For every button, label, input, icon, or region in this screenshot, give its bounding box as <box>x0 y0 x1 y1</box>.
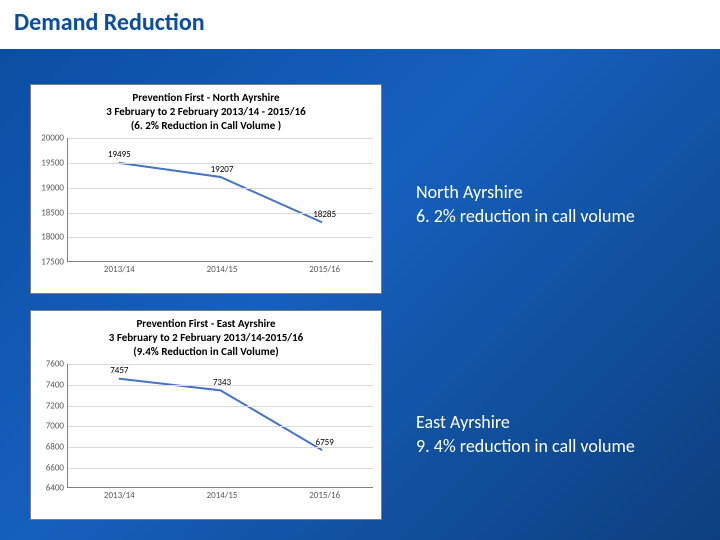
y-tick-label: 18000 <box>34 232 64 243</box>
y-tick-label: 6800 <box>34 441 64 452</box>
x-tick-label: 2015/16 <box>309 264 340 275</box>
chart-east-title-l2: 3 February to 2 February 2013/14-2015/16 <box>109 331 303 344</box>
chart-east-plot: 64006600680070007200740076002013/142014/… <box>67 364 373 488</box>
gridline <box>68 188 373 189</box>
y-tick-label: 18500 <box>34 207 64 218</box>
caption-north-l2: 6. 2% reduction in call volume <box>416 205 635 227</box>
gridline <box>68 406 373 407</box>
gridline <box>68 237 373 238</box>
chart-north-plot: 1750018000185001900019500200002013/14201… <box>67 138 373 262</box>
chart-north-title-l2: 3 February to 2 February 2013/14 - 2015/… <box>106 105 305 118</box>
chart-north: Prevention First - North Ayrshire 3 Febr… <box>30 84 382 294</box>
chart-north-title-l3: (6. 2% Reduction in Call Volume ) <box>131 119 281 132</box>
page-title: Demand Reduction <box>14 10 706 35</box>
chart-east-title: Prevention First - East Ayrshire 3 Febru… <box>31 311 381 358</box>
y-tick-label: 17500 <box>34 257 64 268</box>
x-tick-label: 2014/15 <box>207 264 238 275</box>
chart-east: Prevention First - East Ayrshire 3 Febru… <box>30 310 382 520</box>
y-tick-label: 19500 <box>34 158 64 169</box>
data-label: 19207 <box>211 164 234 175</box>
x-tick-label: 2015/16 <box>309 490 340 501</box>
caption-east: East Ayrshire 9. 4% reduction in call vo… <box>416 410 635 459</box>
x-tick-label: 2013/14 <box>104 490 135 501</box>
x-tick-label: 2014/15 <box>207 490 238 501</box>
chart-east-title-l3: (9.4% Reduction in Call Volume) <box>133 345 278 358</box>
y-tick-label: 7000 <box>34 421 64 432</box>
gridline <box>68 138 373 139</box>
x-tick-label: 2013/14 <box>104 264 135 275</box>
y-tick-label: 6400 <box>34 483 64 494</box>
caption-north: North Ayrshire 6. 2% reduction in call v… <box>416 180 635 229</box>
caption-east-l2: 9. 4% reduction in call volume <box>416 435 635 457</box>
y-tick-label: 7600 <box>34 359 64 370</box>
data-label: 7457 <box>110 365 128 376</box>
data-label: 19495 <box>108 149 131 160</box>
chart-north-title: Prevention First - North Ayrshire 3 Febr… <box>31 85 381 132</box>
caption-east-l1: East Ayrshire <box>416 411 510 433</box>
y-tick-label: 19000 <box>34 182 64 193</box>
y-tick-label: 20000 <box>34 133 64 144</box>
slide-root: Demand Reduction Prevention First - Nort… <box>0 0 720 540</box>
caption-north-l1: North Ayrshire <box>416 181 523 203</box>
y-tick-label: 6600 <box>34 462 64 473</box>
y-tick-label: 7400 <box>34 379 64 390</box>
gridline <box>68 468 373 469</box>
header-bar: Demand Reduction <box>0 0 720 49</box>
data-label: 6759 <box>316 437 334 448</box>
gridline <box>68 426 373 427</box>
y-tick-label: 7200 <box>34 400 64 411</box>
data-label: 18285 <box>313 209 336 220</box>
chart-north-title-l1: Prevention First - North Ayrshire <box>132 91 279 104</box>
chart-east-title-l1: Prevention First - East Ayrshire <box>136 317 275 330</box>
data-label: 7343 <box>213 377 231 388</box>
